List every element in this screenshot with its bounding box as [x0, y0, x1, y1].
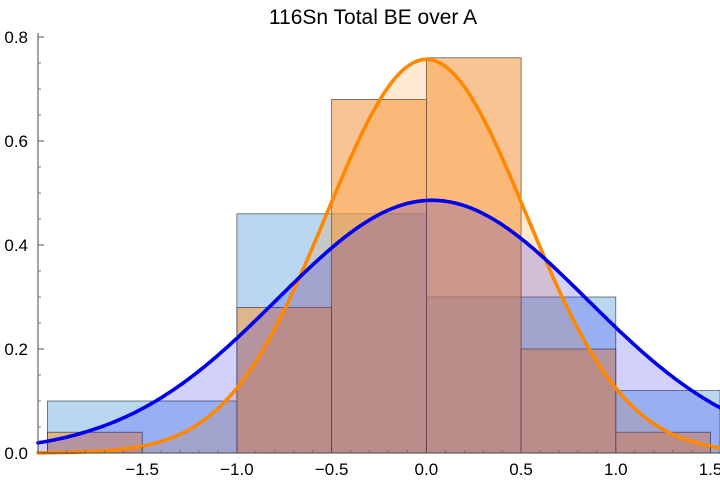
y-tick-label: 0.8	[4, 28, 28, 47]
x-tick-label: −0.5	[315, 460, 349, 479]
y-tick-label: 0.4	[4, 236, 28, 255]
density-1-fill	[38, 59, 720, 454]
density-2-curve	[36, 198, 720, 445]
curves-layer	[36, 57, 720, 455]
x-tick-label: −1.5	[125, 460, 159, 479]
chart-title: 116Sn Total BE over A	[269, 6, 477, 29]
histogram-2-bar-5	[426, 57, 522, 454]
axes-layer: 0.0 0.2 0.4 0.6 0.8 −1.5 −1.0 −0.5 0.0 0.5 1.0 1.5	[4, 28, 720, 479]
y-tick-label: 0.2	[4, 340, 28, 359]
x-tick-label: 0.5	[509, 460, 533, 479]
x-tick-label: 1.5	[699, 460, 720, 479]
histogram-2-bar-4	[331, 99, 427, 454]
x-tick-label: 1.0	[604, 460, 628, 479]
x-tick-label: 0.0	[415, 460, 439, 479]
y-tick-label: 0.0	[4, 444, 28, 463]
y-tick-label: 0.6	[4, 132, 28, 151]
bars-layer	[47, 57, 720, 454]
x-tick-label: −1.0	[220, 460, 254, 479]
density-1-curve	[36, 57, 720, 455]
density-2-fill	[38, 200, 720, 453]
